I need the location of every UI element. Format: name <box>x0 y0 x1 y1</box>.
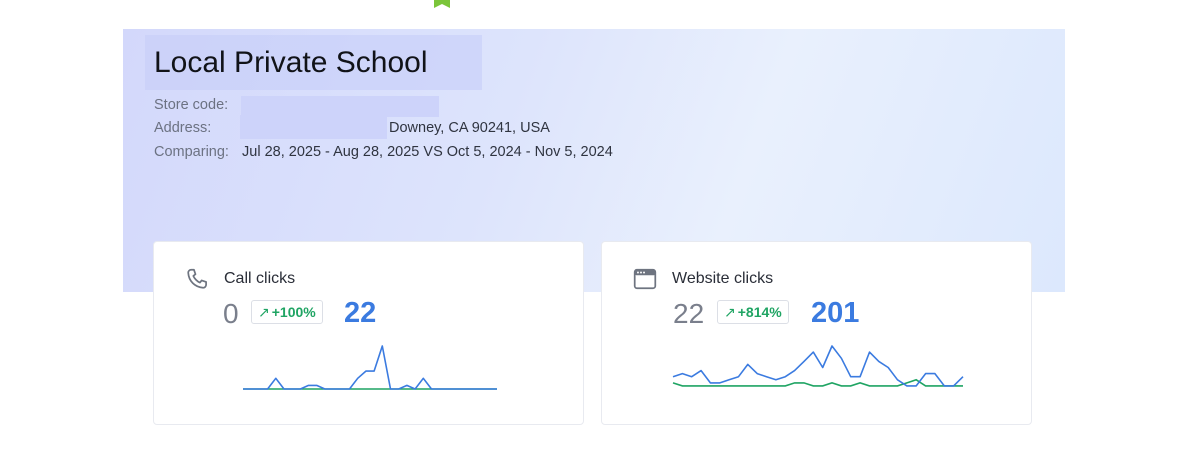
website-clicks-change-badge: ↗ +814% <box>717 300 789 324</box>
call-clicks-previous-value: 0 <box>223 298 239 329</box>
website-clicks-change: +814% <box>737 304 782 320</box>
address-value: Downey, CA 90241, USA <box>389 120 550 136</box>
call-clicks-card: Call clicks 0 ↗ +100% 22 <box>153 241 584 425</box>
bookmark-icon <box>434 0 450 8</box>
phone-icon <box>187 268 207 289</box>
browser-window-icon <box>633 268 657 290</box>
website-clicks-card: Website clicks 22 ↗ +814% 201 <box>601 241 1032 425</box>
call-clicks-change: +100% <box>271 304 316 320</box>
store-code-row: Store code: <box>154 95 228 115</box>
website-clicks-sparkline <box>672 345 964 387</box>
comparing-label: Comparing: <box>154 144 229 160</box>
address-label: Address: <box>154 120 212 136</box>
call-clicks-change-badge: ↗ +100% <box>251 300 323 324</box>
comparing-row: Comparing: <box>154 142 229 162</box>
call-clicks-title: Call clicks <box>224 270 296 287</box>
address-redacted <box>240 115 387 139</box>
call-clicks-current-value: 22 <box>344 297 377 329</box>
address-row: Address: <box>154 118 211 138</box>
store-code-label: Store code: <box>154 97 229 113</box>
call-clicks-sparkline <box>243 345 497 390</box>
title-highlight <box>145 35 482 90</box>
trend-up-icon: ↗ <box>724 304 736 320</box>
website-clicks-current-value: 201 <box>811 297 860 329</box>
store-code-redacted <box>241 96 439 117</box>
current-period-line <box>243 345 497 390</box>
trend-up-icon: ↗ <box>258 304 270 320</box>
website-clicks-title: Website clicks <box>672 270 774 287</box>
previous-period-line <box>672 378 963 387</box>
website-clicks-previous-value: 22 <box>673 298 705 329</box>
comparing-value: Jul 28, 2025 - Aug 28, 2025 VS Oct 5, 20… <box>242 144 613 160</box>
location-name: Local Private School <box>154 46 428 79</box>
current-period-line <box>672 345 964 387</box>
